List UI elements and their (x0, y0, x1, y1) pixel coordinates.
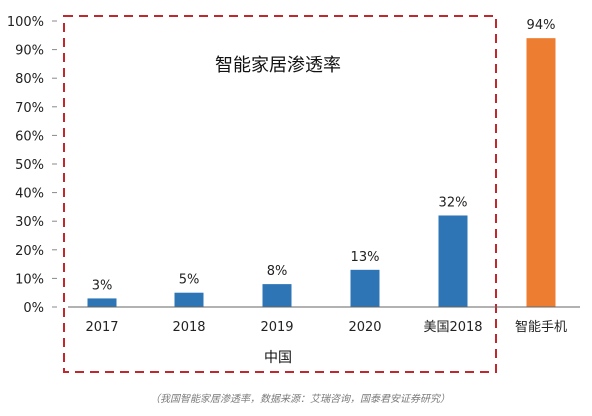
bar-2017 (87, 298, 117, 307)
data-label: 32% (439, 195, 468, 210)
data-label: 8% (267, 264, 288, 279)
china-group-box (63, 15, 497, 373)
data-label: 3% (92, 278, 113, 293)
bar-2019 (262, 284, 292, 307)
x-tick-label: 2017 (85, 320, 118, 335)
y-tick-label: 100% (7, 15, 44, 30)
y-tick-label: 20% (15, 244, 44, 259)
y-tick-label: 90% (15, 44, 44, 59)
y-tick-label: 80% (15, 72, 44, 87)
x-tick-label: 美国2018 (423, 320, 482, 335)
bar-美国2018 (438, 215, 468, 307)
y-tick-label: 70% (15, 101, 44, 116)
bars: 3% 5% 8% 13% 32% 94% (87, 18, 556, 307)
data-label: 5% (179, 273, 200, 288)
data-label: 13% (351, 250, 380, 265)
x-tick-label: 智能手机 (515, 320, 567, 335)
x-tick-label: 2020 (348, 320, 381, 335)
panel-title: 智能家居渗透率 (215, 55, 341, 76)
y-tick-label: 60% (15, 129, 44, 144)
y-axis: 0% 10% 20% 30% 40% 50% 60% 70% 80% 90% 100% (7, 15, 57, 316)
bar-2020 (350, 269, 380, 307)
y-tick-label: 50% (15, 158, 44, 173)
y-tick-label: 0% (23, 301, 44, 316)
y-tick-label: 30% (15, 215, 44, 230)
y-tick-label: 40% (15, 187, 44, 202)
x-axis: 2017 2018 2019 2020 美国2018 智能手机 (85, 320, 567, 335)
bar-智能手机 (526, 38, 556, 307)
source-caption: （我国智能家居渗透率，数据来源：艾瑞咨询，国泰君安证券研究） (150, 393, 450, 405)
y-tick-label: 10% (15, 272, 44, 287)
data-label: 94% (527, 18, 556, 33)
group-label-china: 中国 (264, 350, 292, 366)
x-tick-label: 2019 (260, 320, 293, 335)
x-tick-label: 2018 (172, 320, 205, 335)
bar-2018 (174, 292, 204, 307)
